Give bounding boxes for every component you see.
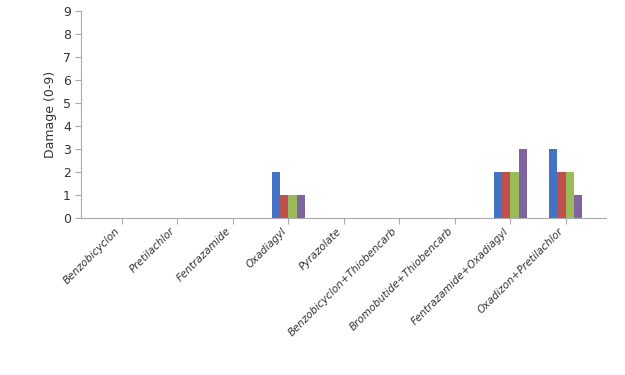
Bar	[566, 172, 574, 217]
Bar	[297, 195, 305, 217]
Bar	[549, 149, 558, 217]
Y-axis label: Damage (0-9): Damage (0-9)	[44, 71, 58, 158]
Bar	[574, 195, 582, 217]
Bar	[288, 195, 297, 217]
Bar	[280, 195, 288, 217]
Bar	[519, 149, 527, 217]
Bar	[510, 172, 519, 217]
Bar	[272, 172, 280, 217]
Bar	[502, 172, 510, 217]
Bar	[494, 172, 502, 217]
Bar	[558, 172, 566, 217]
